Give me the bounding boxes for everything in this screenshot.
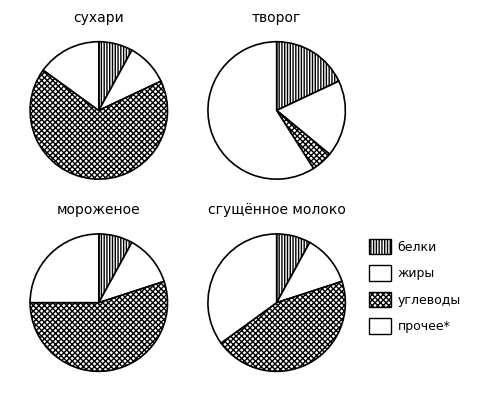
Wedge shape — [99, 234, 132, 303]
Wedge shape — [30, 234, 99, 303]
Wedge shape — [277, 110, 329, 169]
Legend: белки, жиры, углеводы, прочее*: белки, жиры, углеводы, прочее* — [363, 233, 467, 340]
Wedge shape — [277, 243, 342, 303]
Wedge shape — [277, 81, 345, 154]
Title: творог: творог — [252, 11, 301, 25]
Title: сгущённое молоко: сгущённое молоко — [207, 203, 346, 217]
Wedge shape — [43, 42, 99, 110]
Wedge shape — [208, 42, 314, 179]
Title: сухари: сухари — [74, 11, 124, 25]
Wedge shape — [99, 50, 161, 110]
Wedge shape — [99, 42, 132, 110]
Wedge shape — [277, 42, 339, 110]
Wedge shape — [30, 70, 167, 179]
Wedge shape — [277, 234, 310, 303]
Wedge shape — [99, 243, 164, 303]
Title: мороженое: мороженое — [57, 203, 141, 217]
Wedge shape — [208, 234, 277, 343]
Wedge shape — [221, 281, 345, 371]
Wedge shape — [30, 281, 167, 371]
